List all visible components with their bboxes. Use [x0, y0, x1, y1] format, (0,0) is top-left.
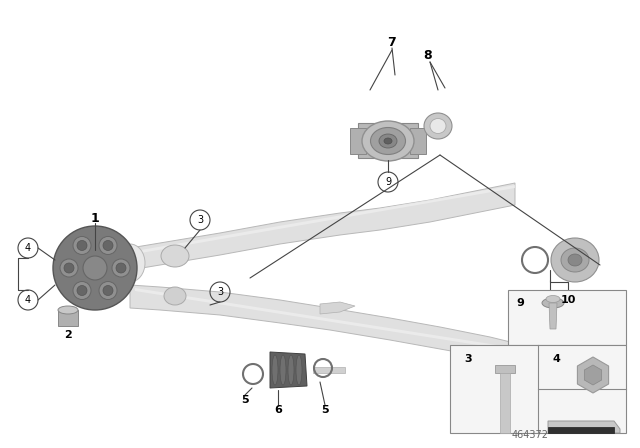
Ellipse shape — [115, 244, 145, 282]
Text: 1: 1 — [91, 211, 99, 224]
Ellipse shape — [384, 138, 392, 144]
Circle shape — [99, 237, 117, 254]
Text: 10: 10 — [560, 295, 576, 305]
Ellipse shape — [280, 355, 286, 385]
Polygon shape — [548, 421, 620, 433]
Circle shape — [77, 241, 87, 250]
Text: 7: 7 — [388, 35, 396, 48]
Bar — [450, 345, 626, 433]
Ellipse shape — [424, 113, 452, 139]
Circle shape — [83, 256, 107, 280]
Ellipse shape — [561, 248, 589, 272]
Ellipse shape — [551, 238, 599, 282]
Polygon shape — [577, 357, 609, 393]
Circle shape — [64, 263, 74, 273]
Text: 8: 8 — [424, 48, 432, 61]
Ellipse shape — [516, 351, 534, 365]
Ellipse shape — [546, 296, 560, 302]
Circle shape — [99, 281, 117, 300]
Text: 4: 4 — [25, 243, 31, 253]
Text: 5: 5 — [321, 405, 329, 415]
Circle shape — [73, 281, 91, 300]
Ellipse shape — [164, 287, 186, 305]
Polygon shape — [584, 365, 602, 385]
Ellipse shape — [288, 355, 294, 385]
Polygon shape — [358, 123, 418, 158]
Circle shape — [60, 259, 78, 277]
Polygon shape — [350, 128, 366, 154]
Text: 4: 4 — [25, 295, 31, 305]
Text: 9: 9 — [516, 298, 524, 308]
Polygon shape — [320, 302, 355, 314]
Circle shape — [103, 241, 113, 250]
Text: 6: 6 — [274, 405, 282, 415]
Text: 3: 3 — [197, 215, 203, 225]
Ellipse shape — [568, 254, 582, 266]
Polygon shape — [410, 128, 426, 154]
Text: 464372: 464372 — [511, 430, 548, 440]
Ellipse shape — [58, 306, 78, 314]
Polygon shape — [135, 185, 515, 254]
Ellipse shape — [430, 119, 446, 134]
Circle shape — [73, 237, 91, 254]
Text: 5: 5 — [241, 395, 249, 405]
Polygon shape — [130, 285, 535, 368]
Circle shape — [112, 259, 130, 277]
Ellipse shape — [542, 298, 564, 308]
Bar — [508, 290, 626, 345]
Circle shape — [53, 226, 137, 310]
Ellipse shape — [296, 355, 302, 385]
Polygon shape — [135, 288, 535, 354]
Text: 3: 3 — [464, 354, 472, 364]
Text: 4: 4 — [552, 354, 560, 364]
Polygon shape — [58, 310, 78, 326]
Polygon shape — [548, 427, 614, 433]
Circle shape — [116, 263, 126, 273]
Polygon shape — [500, 373, 510, 433]
Ellipse shape — [272, 355, 278, 385]
Polygon shape — [313, 367, 345, 373]
Polygon shape — [549, 303, 557, 329]
Ellipse shape — [371, 128, 406, 155]
Text: 2: 2 — [64, 330, 72, 340]
Circle shape — [103, 285, 113, 296]
Ellipse shape — [362, 121, 414, 161]
Polygon shape — [495, 365, 515, 373]
Circle shape — [77, 285, 87, 296]
Polygon shape — [130, 183, 515, 270]
Text: 3: 3 — [217, 287, 223, 297]
Polygon shape — [270, 352, 307, 388]
Ellipse shape — [161, 245, 189, 267]
Text: 9: 9 — [385, 177, 391, 187]
Ellipse shape — [379, 134, 397, 148]
